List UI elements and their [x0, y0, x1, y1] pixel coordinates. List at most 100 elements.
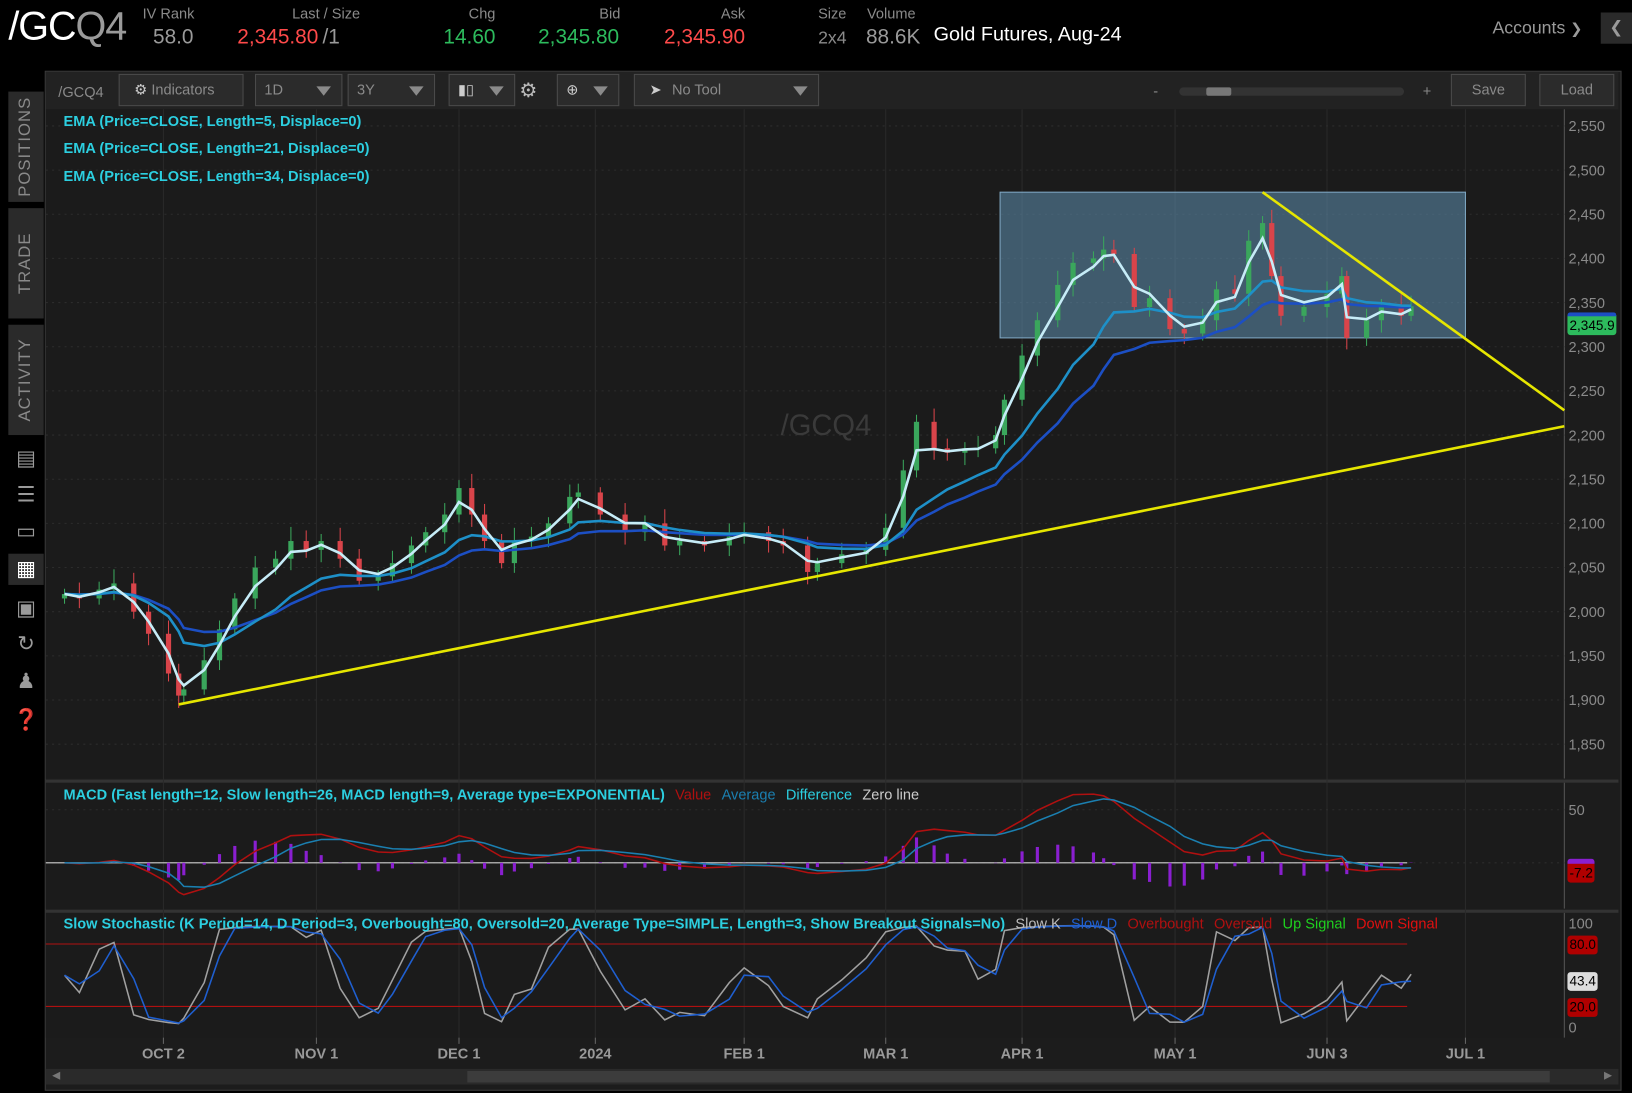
chart-type-dropdown[interactable]: ▮▯ — [448, 73, 516, 107]
size-value: 2x4 — [818, 28, 847, 48]
last-price-badge: 2,345.9 — [1567, 312, 1617, 336]
x-tick-label: JUN 3 — [1306, 1046, 1347, 1062]
bid-value[interactable]: 2,345.80 — [538, 26, 620, 49]
trendline — [178, 424, 1565, 706]
last-value: 2,345.80/1 — [237, 26, 340, 50]
ema21-legend[interactable]: EMA (Price=CLOSE, Length=21, Displace=0) — [63, 139, 370, 157]
candle-body — [1090, 258, 1097, 263]
macd-title: MACD (Fast length=12, Slow length=26, MA… — [63, 785, 665, 803]
candle-body — [131, 583, 137, 612]
ema5-legend[interactable]: EMA (Price=CLOSE, Length=5, Displace=0) — [63, 112, 362, 130]
candle — [913, 414, 920, 478]
macd-value-badge: -7.2 — [1567, 858, 1595, 883]
candle — [303, 530, 309, 558]
zoom-slider[interactable] — [1179, 87, 1405, 96]
community-icon[interactable]: ♟ — [16, 670, 36, 694]
candle — [1324, 281, 1330, 318]
instrument-description: Gold Futures, Aug-24 — [933, 23, 1122, 46]
macd-legend-difference: Difference — [785, 785, 853, 803]
candle-body — [726, 536, 732, 546]
volume-value: 88.6K — [865, 26, 921, 49]
load-button[interactable]: Load — [1539, 73, 1615, 107]
y-tick-label: 2,450 — [1568, 207, 1604, 223]
candle — [662, 509, 668, 551]
candle — [1111, 239, 1117, 263]
macd-legend-value: Value — [675, 785, 712, 803]
candle-body — [303, 541, 309, 550]
settings-gear-icon[interactable]: ⚙ — [519, 80, 538, 102]
indicators-label: Indicators — [151, 81, 215, 98]
cursor-arrow-icon: ➤ — [649, 81, 662, 98]
macd-legend-average: Average — [721, 785, 776, 803]
volume-label: Volume — [866, 5, 916, 22]
candle-body — [337, 541, 343, 559]
history-icon[interactable]: ↻ — [17, 632, 35, 656]
last-price: 2,345.80 — [237, 26, 319, 49]
candle-body — [1055, 284, 1061, 321]
sidebar-tab-positions[interactable]: POSITIONS — [8, 91, 44, 202]
macd-axis-50: 50 — [1568, 801, 1585, 819]
candle — [1146, 285, 1153, 317]
scroll-right-arrow-icon[interactable]: ▶ — [1604, 1069, 1613, 1082]
drawing-style-dropdown[interactable]: ⊕ — [556, 73, 620, 107]
slow-k-badge: 43.4 — [1567, 972, 1598, 991]
stoch-legend-down-signal: Down Signal — [1356, 914, 1438, 932]
candle-body — [642, 523, 648, 533]
grid-icon[interactable]: ▣ — [16, 597, 36, 621]
zoom-out-button[interactable]: - — [1153, 82, 1159, 99]
accounts-menu[interactable]: Accounts ❯ — [1493, 18, 1583, 39]
stoch-legend-overbought: Overbought — [1127, 914, 1204, 932]
macd-legend[interactable]: MACD (Fast length=12, Slow length=26, MA… — [63, 786, 954, 803]
zoom-slider-thumb[interactable] — [1206, 87, 1232, 96]
last-size: /1 — [322, 26, 340, 49]
ema34-legend[interactable]: EMA (Price=CLOSE, Length=34, Displace=0) — [63, 167, 370, 185]
y-tick-label: 1,950 — [1568, 649, 1604, 665]
candle-body — [288, 541, 294, 559]
candle-body — [252, 567, 258, 599]
oversold-badge: 20.0 — [1567, 998, 1598, 1017]
zoom-in-button[interactable]: + — [1422, 82, 1432, 99]
horizontal-scrollbar[interactable]: ◀ ▶ — [45, 1068, 1619, 1085]
charts-icon[interactable]: ▦ — [8, 553, 44, 585]
tv-icon[interactable]: ▭ — [16, 520, 36, 544]
timeframe-dropdown[interactable]: 3Y — [347, 73, 436, 107]
sidebar-tab-trade[interactable]: TRADE — [8, 208, 44, 319]
save-button[interactable]: Save — [1450, 73, 1526, 107]
help-icon[interactable]: ❓ — [13, 708, 39, 732]
candle-body — [1111, 249, 1117, 254]
symbol-watermark: /GCQ4 — [780, 409, 872, 442]
aggregation-dropdown[interactable]: 1D — [254, 73, 343, 107]
collapse-panel-button[interactable]: ❮ — [1600, 12, 1632, 44]
indicators-button[interactable]: ⚙ Indicators — [118, 73, 244, 107]
accounts-label: Accounts — [1492, 17, 1566, 38]
candle-body — [1398, 306, 1404, 316]
macd-average-line — [64, 798, 1412, 888]
scroll-left-arrow-icon[interactable]: ◀ — [52, 1069, 61, 1082]
sidebar-tab-activity[interactable]: ACTIVITY — [8, 324, 44, 436]
stoch-legend-slow-k: Slow K — [1015, 914, 1061, 932]
ask-value[interactable]: 2,345.90 — [664, 26, 746, 49]
candle-body — [1232, 289, 1238, 294]
slow-d-line — [64, 925, 1412, 1024]
candle — [1055, 270, 1061, 328]
stochastic-legend[interactable]: Slow Stochastic (K Period=14, D Period=3… — [63, 915, 1482, 932]
symbol-title[interactable]: /GCQ4 — [8, 5, 127, 50]
candle-body — [1131, 253, 1137, 307]
scrollbar-thumb[interactable] — [467, 1070, 1550, 1083]
size-label: Size — [818, 5, 847, 22]
drawing-tool-dropdown[interactable]: ➤ No Tool — [633, 73, 820, 107]
news-icon[interactable]: ▤ — [16, 447, 36, 471]
toolbar-symbol[interactable]: /GCQ4 — [58, 83, 104, 100]
y-tick-label: 2,550 — [1568, 119, 1604, 135]
symbol-root: /GC — [8, 5, 76, 49]
y-tick-label: 1,850 — [1568, 737, 1604, 753]
watchlist-icon[interactable]: ☰ — [16, 483, 36, 507]
candle-body — [575, 492, 581, 497]
candle-body — [181, 689, 187, 696]
x-tick-label: NOV 1 — [295, 1046, 339, 1062]
candle — [1213, 281, 1220, 332]
candle-body — [814, 563, 820, 572]
y-tick-label: 2,500 — [1568, 163, 1604, 179]
